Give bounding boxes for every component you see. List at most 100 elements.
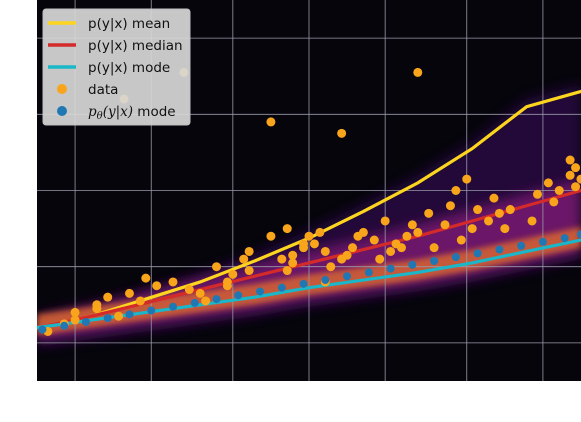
mode-point: [277, 283, 286, 292]
data-point: [244, 246, 254, 256]
data-point: [288, 250, 298, 260]
data-point: [396, 243, 406, 253]
data-point: [184, 285, 194, 295]
mode-point: [495, 245, 504, 254]
mode-point: [408, 260, 417, 269]
data-point: [576, 174, 581, 184]
data-point: [348, 243, 358, 253]
data-point: [309, 239, 319, 249]
mode-point: [364, 268, 373, 277]
mode-point: [256, 287, 265, 296]
data-point: [494, 208, 504, 218]
data-point: [500, 224, 510, 234]
data-point: [326, 262, 336, 272]
data-point: [152, 281, 162, 291]
mode-point: [103, 314, 112, 323]
data-point: [440, 220, 450, 230]
mode-point: [560, 234, 569, 243]
data-point: [462, 174, 472, 184]
data-point: [282, 224, 292, 234]
mode-point: [321, 276, 330, 285]
data-point: [571, 163, 581, 173]
data-point: [244, 266, 254, 276]
mode-point: [299, 279, 308, 288]
data-point: [505, 205, 515, 215]
data-point: [103, 292, 113, 302]
series-line-1: [37, 188, 581, 330]
mode-point: [473, 249, 482, 258]
data-point: [288, 258, 298, 268]
data-point: [304, 231, 314, 241]
legend-label: p(y|x) mean: [88, 16, 170, 32]
data-point: [571, 182, 581, 192]
data-point: [565, 170, 575, 180]
data-point: [282, 266, 292, 276]
mode-point: [169, 302, 177, 311]
data-point: [358, 227, 368, 237]
data-point: [554, 186, 564, 195]
data-point: [532, 189, 542, 199]
data-point: [369, 235, 379, 245]
data-point: [402, 231, 412, 241]
data-point: [429, 243, 439, 253]
data-point: [201, 296, 211, 306]
mode-point: [60, 321, 69, 330]
data-point: [266, 231, 276, 241]
legend: p(y|x) mean p(y|x) median p(y|x) mode data p…: [42, 8, 191, 126]
data-point: [92, 300, 102, 310]
mode-point: [212, 295, 221, 304]
data-point: [315, 227, 325, 237]
data-point: [484, 216, 494, 226]
legend-marker-swatch: [57, 106, 67, 116]
data-point: [141, 273, 151, 283]
data-point: [299, 239, 309, 249]
data-point: [124, 288, 134, 298]
mode-point: [147, 306, 156, 315]
data-point: [342, 250, 352, 260]
data-point: [277, 254, 287, 264]
legend-label: data: [88, 82, 118, 98]
data-point: [413, 67, 423, 77]
data-point: [424, 208, 434, 218]
data-point: [445, 201, 455, 211]
mode-point: [190, 298, 199, 307]
mode-point: [451, 253, 460, 262]
mode-point: [343, 272, 352, 281]
data-point: [266, 117, 276, 127]
data-point: [320, 246, 330, 256]
mode-point: [38, 325, 47, 334]
data-point: [168, 277, 178, 287]
data-point: [489, 193, 499, 203]
data-point: [337, 128, 347, 138]
data-point: [407, 220, 417, 230]
mode-point: [125, 310, 134, 319]
legend-label: p(y|x) median: [88, 38, 183, 54]
mode-point: [81, 317, 90, 326]
data-point: [527, 216, 537, 226]
data-point: [375, 254, 385, 264]
mode-point: [577, 230, 581, 239]
data-point: [195, 288, 205, 298]
data-point: [451, 186, 461, 195]
data-point: [239, 254, 249, 264]
mode-point: [538, 237, 547, 246]
data-point: [413, 227, 423, 237]
data-point: [467, 224, 477, 234]
data-point: [543, 178, 553, 188]
data-point: [114, 311, 124, 321]
data-point: [565, 155, 575, 165]
mode-point: [234, 291, 243, 300]
data-point: [222, 277, 232, 287]
data-point: [135, 296, 145, 306]
data-point: [380, 216, 390, 226]
data-point: [70, 315, 80, 325]
mode-point: [386, 264, 395, 273]
legend-label: p(y|x) mode: [88, 60, 170, 76]
data-point: [386, 246, 396, 256]
data-point: [456, 235, 466, 245]
data-point: [70, 307, 80, 317]
legend-label: pθ(y|x) mode: [88, 104, 176, 122]
data-point: [473, 205, 483, 215]
data-point: [228, 269, 238, 279]
